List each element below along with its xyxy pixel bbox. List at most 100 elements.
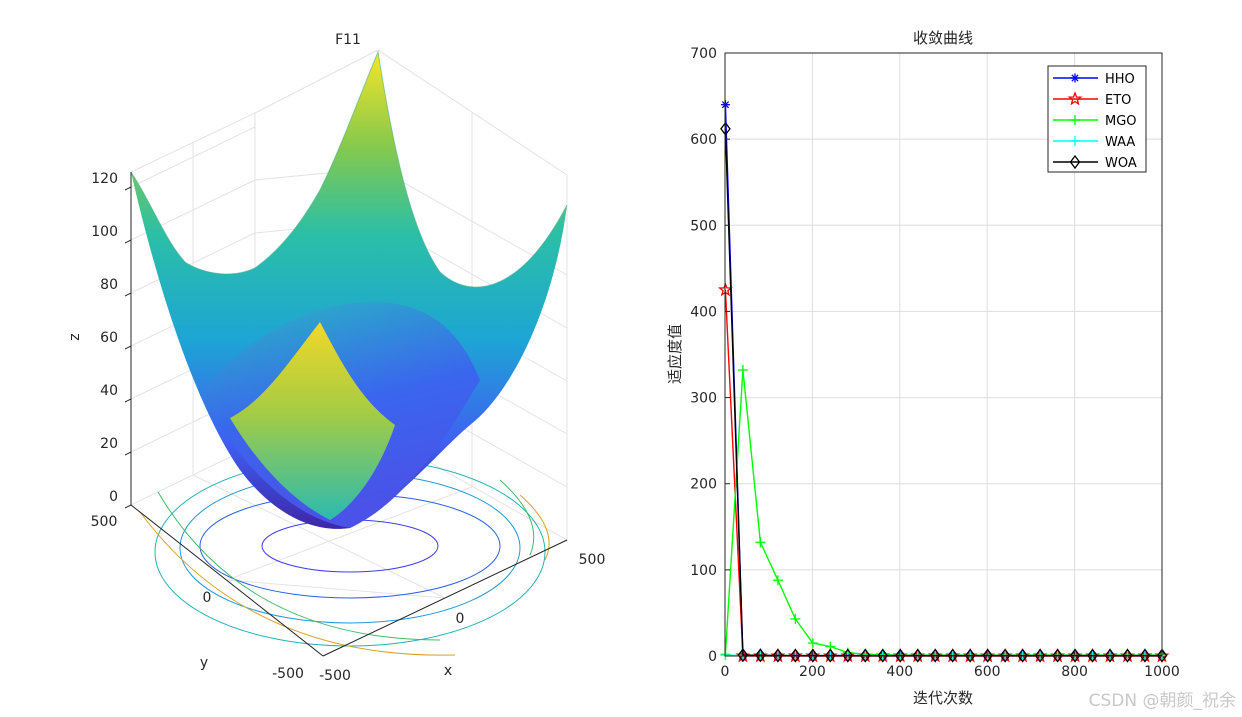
watermark: CSDN @朝颜_祝余	[1088, 691, 1236, 711]
z-tick-label: 100	[91, 224, 118, 240]
data-point	[1156, 648, 1168, 663]
data-point	[1122, 648, 1133, 663]
z-tick-mark	[124, 398, 132, 403]
data-point	[1087, 648, 1098, 663]
axes-3d	[130, 172, 568, 657]
legend-item-hho: HHO	[1053, 72, 1135, 87]
data-point	[755, 537, 766, 548]
y-tick-labels: -500 0 500 -500 0 500	[91, 514, 606, 684]
x-tick-label: 1000	[1144, 664, 1180, 680]
data-point	[1139, 648, 1151, 663]
x-tick-label: -500	[319, 668, 351, 684]
legend-box	[1047, 65, 1147, 173]
y-tick-label: 700	[690, 46, 717, 62]
data-point	[807, 648, 819, 663]
chart-x-label: 迭代次数	[913, 689, 973, 707]
y-tick-label: 100	[690, 563, 717, 579]
data-point	[877, 648, 889, 663]
y-tick-label: 0	[708, 649, 717, 665]
convergence-chart: 0 200 400 600 800 10000100200300400500600700 …	[666, 29, 1180, 707]
y-tick-label: 400	[690, 304, 717, 320]
surface-rim	[130, 50, 568, 288]
legend-label: WAA	[1105, 135, 1135, 150]
data-point	[772, 575, 783, 586]
y-tick-label: 600	[690, 132, 717, 148]
chart-title: 收敛曲线	[913, 29, 973, 47]
data-point	[1052, 648, 1063, 663]
data-point	[755, 648, 766, 663]
data-point	[807, 638, 818, 649]
x-tick-label: 600	[974, 664, 1001, 680]
data-point	[912, 648, 924, 663]
legend-label: HHO	[1105, 72, 1135, 87]
data-point	[1069, 648, 1081, 663]
data-point	[825, 648, 836, 663]
data-point	[1034, 648, 1046, 663]
data-point	[999, 648, 1011, 663]
data-point	[964, 648, 976, 663]
surface-plot-3d: F11 z x y 0 20 40 60 80 100 120 -500 0 5…	[67, 32, 605, 684]
z-tick-mark	[124, 292, 132, 297]
data-point	[790, 648, 801, 663]
left-plot-title: F11	[335, 32, 361, 48]
y-tick-label: 200	[690, 477, 717, 493]
data-point	[772, 648, 784, 663]
y-tick-label: -500	[272, 666, 304, 682]
z-tick-mark	[124, 345, 132, 350]
z-tick-mark	[124, 451, 132, 456]
legend-marker	[1070, 115, 1080, 125]
surface-peak	[230, 322, 395, 520]
data-point	[929, 648, 941, 663]
legend-item-waa: WAA	[1053, 135, 1135, 150]
z-tick-labels: 0 20 40 60 80 100 120	[91, 171, 118, 505]
data-point	[859, 648, 871, 663]
data-point	[1104, 648, 1116, 663]
x-tick-label: 500	[579, 552, 606, 568]
data-point	[790, 613, 801, 624]
axis-ticks	[724, 52, 1163, 657]
legend-marker	[1070, 73, 1080, 83]
legend-item-eto: ETO	[1053, 91, 1131, 108]
data-point	[1017, 648, 1028, 663]
legend-item-mgo: MGO	[1053, 114, 1137, 129]
data-point	[842, 648, 854, 663]
z-tick-label: 20	[100, 436, 118, 452]
tick-labels: 0 200 400 600 800 1000 0 100 200 300 400 500 600 700	[690, 46, 1180, 680]
z-tick-mark	[124, 504, 132, 509]
z-tick-label: 80	[100, 277, 118, 293]
z-tick-label: 40	[100, 383, 118, 399]
z-tick-mark	[124, 186, 132, 191]
legend-marker	[1069, 154, 1081, 170]
data-point	[737, 648, 749, 663]
data-point	[894, 648, 906, 663]
chart-y-label: 适应度值	[666, 324, 684, 384]
legend-label: ETO	[1105, 93, 1131, 108]
x-axis-label: x	[444, 663, 452, 679]
data-point	[982, 648, 993, 663]
x-tick-label: 400	[886, 664, 913, 680]
z-tick-label: 120	[91, 171, 118, 187]
legend-marker	[1070, 136, 1080, 146]
y-tick-label: 500	[690, 218, 717, 234]
data-point	[737, 365, 748, 376]
z-tick-mark	[124, 239, 132, 244]
data-point	[947, 648, 958, 663]
x-tick-label: 800	[1061, 664, 1088, 680]
legend-item-woa: WOA	[1053, 154, 1137, 171]
z-tick-label: 0	[109, 489, 118, 505]
plot-frame	[724, 52, 1163, 657]
z-tick-marks	[124, 186, 132, 509]
z-axis-label: z	[67, 333, 83, 340]
x-tick-label: 0	[456, 611, 465, 627]
x-tick-label: 0	[721, 664, 730, 680]
z-tick-label: 60	[100, 330, 118, 346]
legend-marker	[1067, 91, 1083, 106]
legend-label: WOA	[1105, 156, 1137, 171]
y-axis-label: y	[200, 655, 208, 671]
y-tick-label: 300	[690, 391, 717, 407]
legend: HHO ETO MGO WAA WOA	[1047, 65, 1147, 173]
y-tick-label: 0	[203, 590, 212, 606]
legend-label: MGO	[1105, 114, 1137, 129]
x-tick-label: 200	[799, 664, 826, 680]
